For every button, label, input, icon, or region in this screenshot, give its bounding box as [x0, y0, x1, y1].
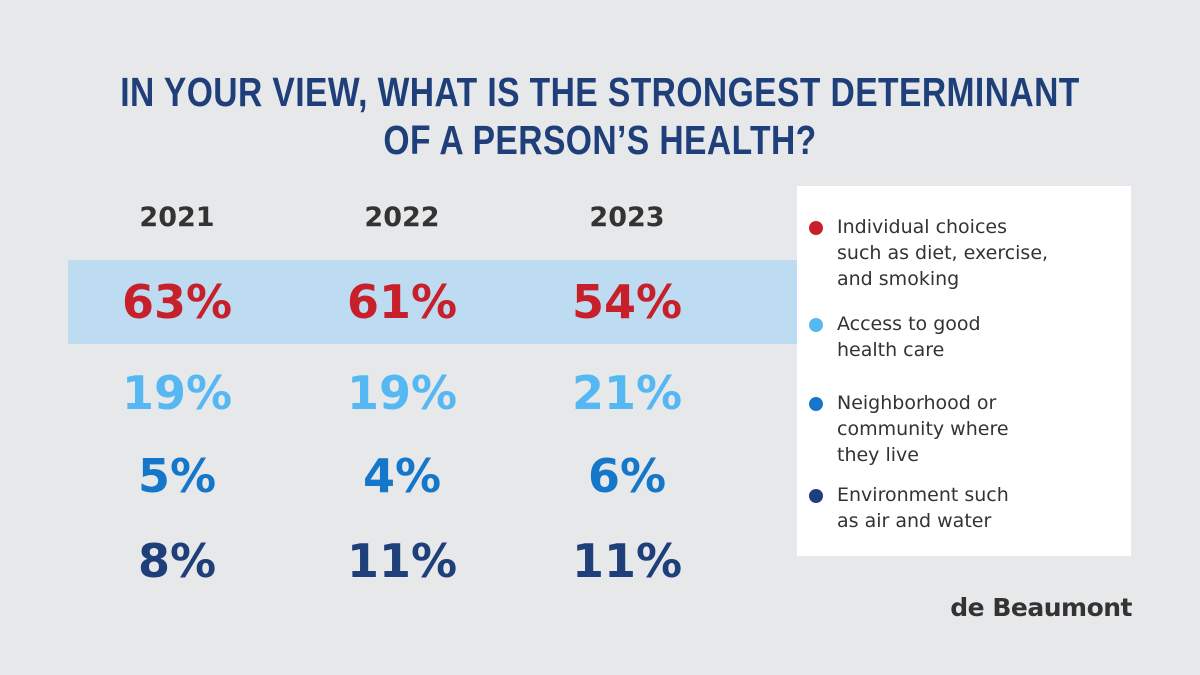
value-cell: 11%: [346, 534, 458, 588]
brand-logo: de Beaumont: [950, 593, 1132, 622]
legend-label-line: Access to good: [837, 313, 981, 335]
legend-dot-icon: [809, 318, 823, 332]
legend: Individual choices such as diet, exercise…: [797, 186, 1131, 556]
chart-title-line-2: OF A PERSON’S HEALTH?: [383, 117, 817, 163]
legend-label-line: Neighborhood or: [837, 392, 997, 414]
value-cell: 63%: [121, 275, 233, 329]
year-header-2021: 2021: [139, 202, 215, 233]
value-cell: 4%: [362, 449, 442, 503]
year-header-2022: 2022: [364, 202, 440, 233]
legend-dot-icon: [809, 397, 823, 411]
legend-label-line: and smoking: [837, 268, 960, 290]
legend-label-line: health care: [837, 339, 945, 361]
value-cell: 11%: [571, 534, 683, 588]
legend-label: Environment such as air and water: [837, 482, 1122, 534]
year-header-2023: 2023: [589, 202, 665, 233]
value-cell: 54%: [571, 275, 683, 329]
value-cell: 61%: [346, 275, 458, 329]
value-cell: 5%: [137, 449, 217, 503]
legend-label: Individual choices such as diet, exercise…: [837, 214, 1122, 292]
chart-title: IN YOUR VIEW, WHAT IS THE STRONGEST DETE…: [108, 68, 1092, 164]
value-cell: 19%: [121, 366, 233, 420]
value-cell: 6%: [587, 449, 667, 503]
legend-label-line: such as diet, exercise,: [837, 242, 1049, 264]
legend-dot-icon: [809, 221, 823, 235]
legend-label-line: Individual choices: [837, 216, 1007, 238]
highlight-band: [68, 260, 798, 344]
chart-title-line-1: IN YOUR VIEW, WHAT IS THE STRONGEST DETE…: [120, 69, 1080, 115]
legend-label-line: they live: [837, 444, 919, 466]
legend-label-line: Environment such: [837, 484, 1009, 506]
legend-label-line: community where: [837, 418, 1009, 440]
legend-label: Neighborhood or community where they live: [837, 390, 1122, 468]
value-cell: 8%: [137, 534, 217, 588]
legend-label: Access to good health care: [837, 311, 1122, 363]
value-cell: 19%: [346, 366, 458, 420]
legend-label-line: as air and water: [837, 510, 992, 532]
value-cell: 21%: [571, 366, 683, 420]
legend-dot-icon: [809, 489, 823, 503]
